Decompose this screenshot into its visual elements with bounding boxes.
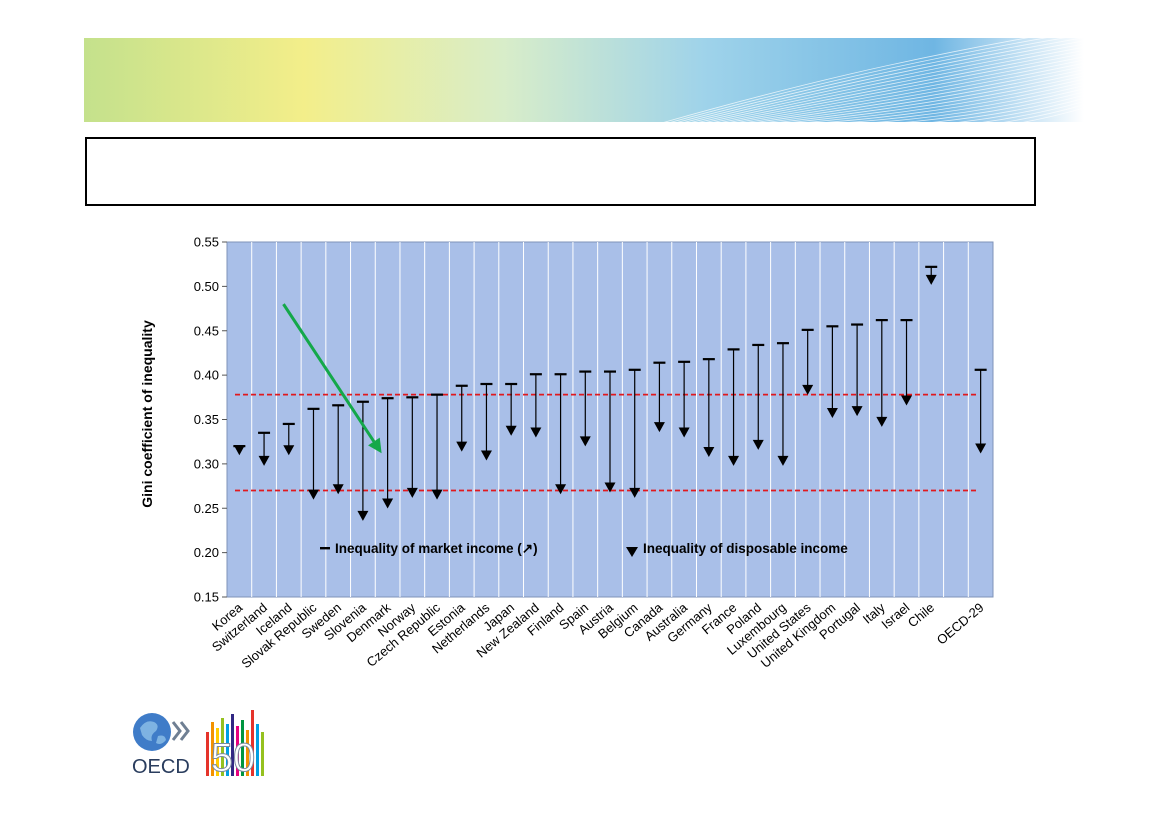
- disposable-income-marker: [431, 489, 443, 500]
- y-tick-label: 0.25: [194, 501, 219, 516]
- y-axis-label: Gini coefficient of inequality: [139, 320, 155, 508]
- anniversary-50-mark: 50: [206, 710, 264, 781]
- disposable-income-marker: [505, 425, 517, 436]
- disposable-income-marker: [604, 482, 616, 493]
- disposable-income-marker: [678, 427, 690, 438]
- disposable-income-marker: [555, 484, 567, 495]
- y-tick-label: 0.40: [194, 368, 219, 383]
- decorative-header-banner: [84, 38, 1084, 122]
- disposable-income-marker: [258, 455, 270, 466]
- slide-title-box: [85, 137, 1036, 206]
- disposable-income-marker: [629, 487, 641, 498]
- disposable-income-marker: [406, 487, 418, 498]
- disposable-income-marker: [653, 422, 665, 433]
- x-tick-label: OECD-29: [934, 600, 987, 648]
- disposable-income-marker: [579, 436, 591, 447]
- disposable-income-marker: [826, 407, 838, 418]
- y-tick-label: 0.35: [194, 412, 219, 427]
- disposable-income-marker: [332, 484, 344, 495]
- chevrons-icon: [171, 721, 190, 741]
- disposable-income-marker: [233, 445, 245, 456]
- disposable-income-marker: [752, 439, 764, 450]
- legend-market-label: Inequality of market income (↗): [335, 541, 538, 556]
- disposable-income-marker: [530, 427, 542, 438]
- disposable-income-marker: [480, 450, 492, 461]
- x-tick-label: Chile: [905, 600, 937, 631]
- disposable-income-marker: [283, 445, 295, 456]
- annotation-arrow: [282, 303, 376, 443]
- disposable-income-marker: [307, 489, 319, 500]
- y-tick-label: 0.30: [194, 456, 219, 471]
- anniversary-50-text: 50: [211, 736, 256, 778]
- y-tick-label: 0.20: [194, 545, 219, 560]
- disposable-income-marker: [357, 510, 369, 521]
- disposable-income-marker: [382, 498, 394, 509]
- legend-disposable-marker: [626, 547, 638, 557]
- disposable-income-marker: [777, 455, 789, 466]
- disposable-income-marker: [728, 455, 740, 466]
- y-tick-label: 0.50: [194, 279, 219, 294]
- disposable-income-marker: [876, 416, 888, 427]
- disposable-income-marker: [925, 274, 937, 285]
- oecd-logo-text: OECD: [132, 756, 190, 778]
- annotation-arrowhead: [368, 437, 382, 454]
- y-tick-label: 0.55: [194, 235, 219, 250]
- y-tick-label: 0.45: [194, 323, 219, 338]
- disposable-income-marker: [456, 441, 468, 452]
- disposable-income-marker: [802, 384, 814, 395]
- oecd-50-logo: OECD 50: [130, 710, 275, 781]
- disposable-income-marker: [851, 406, 863, 417]
- disposable-income-marker: [975, 443, 987, 454]
- legend-disposable-label: Inequality of disposable income: [643, 541, 848, 556]
- legend-market-marker: [320, 547, 330, 550]
- disposable-income-marker: [703, 447, 715, 457]
- y-tick-label: 0.15: [194, 590, 219, 605]
- disposable-income-marker: [901, 395, 913, 406]
- globe-icon: [133, 713, 171, 751]
